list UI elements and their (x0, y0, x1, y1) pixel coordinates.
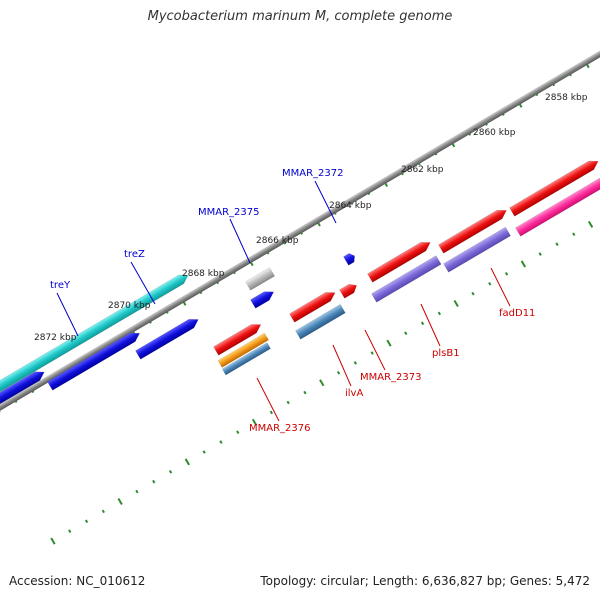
genome-strip (0, 0, 600, 545)
genome-title: Mycobacterium marinum M, complete genome (147, 9, 453, 24)
label-leader-line (364, 329, 386, 371)
gene-feature[interactable] (250, 288, 276, 309)
label-leader-line (314, 180, 337, 224)
gene-feature-MMAR_2375[interactable] (245, 267, 276, 291)
gene-feature-MMAR_2372[interactable] (343, 252, 357, 266)
scale-tick (370, 351, 374, 355)
gene-feature[interactable] (217, 332, 269, 368)
scale-tick (101, 509, 105, 514)
gene-feature[interactable] (509, 157, 600, 217)
gene-feature[interactable] (443, 226, 511, 273)
gene-feature-fadD11[interactable] (515, 176, 600, 237)
scale-label: 2864 kbp (329, 201, 372, 211)
annotation-labels: 2858 kbp 2860 kbp 2862 kbp 2864 kbp 2866 kbp… (34, 93, 588, 434)
scale-tick (202, 450, 206, 454)
topology-text: Topology: circular; Length: 6,636,827 bp… (260, 574, 590, 588)
gene-feature[interactable] (213, 320, 263, 356)
gene-feature-treY[interactable] (0, 271, 191, 397)
scale-label: 2860 kbp (473, 128, 516, 138)
gene-feature[interactable] (367, 238, 432, 283)
label-leader-line (56, 292, 79, 337)
gene-feature-MMAR_2376[interactable] (221, 342, 271, 376)
gene-feature-plsB1[interactable] (371, 255, 442, 303)
gene-feature-treZ[interactable] (47, 329, 142, 391)
scale-tick (50, 537, 56, 545)
gene-label[interactable]: treY (50, 280, 71, 291)
scale-tick (286, 400, 290, 405)
gene-label[interactable]: MMAR_2372 (282, 168, 344, 179)
scale-tick (420, 321, 425, 326)
scale-tick (117, 497, 123, 506)
gene-label[interactable]: MMAR_2375 (198, 207, 260, 218)
scale-tick (219, 440, 223, 444)
scale-tick (404, 331, 408, 336)
label-leader-line (420, 303, 441, 347)
label-leader-line (332, 344, 352, 387)
scale-tick (453, 300, 459, 308)
gene-label[interactable]: ilvA (345, 388, 363, 399)
gene-label[interactable]: plsB1 (432, 348, 460, 359)
gene-features[interactable] (0, 62, 600, 511)
scale-tick (555, 242, 559, 246)
scale-tick (319, 379, 325, 387)
gene-feature[interactable] (0, 368, 47, 409)
scale-tick (353, 361, 357, 365)
scale-tick (184, 458, 190, 466)
label-leader-line (490, 267, 511, 307)
scale-tick (488, 281, 492, 286)
scale-tick (587, 220, 594, 228)
gene-feature[interactable] (135, 315, 200, 360)
label-leader-line (229, 218, 251, 264)
scale-tick (251, 418, 258, 426)
accession-text: Accession: NC_010612 (9, 574, 146, 588)
gene-feature[interactable] (339, 281, 359, 299)
scale-tick (168, 469, 173, 474)
scale-label: 2868 kbp (182, 269, 225, 279)
scale-tick (152, 479, 156, 484)
scale-tick (269, 410, 273, 415)
scale-tick (303, 390, 307, 395)
scale-label: 2870 kbp (108, 301, 151, 311)
gene-label[interactable]: MMAR_2376 (249, 423, 311, 434)
gene-feature-ilvA[interactable] (295, 303, 346, 340)
label-leader-line (256, 377, 280, 422)
scale-label: 2858 kbp (545, 93, 588, 103)
scale-tick (68, 529, 72, 533)
scale-tick (572, 232, 576, 237)
scale-tick (471, 291, 475, 296)
scale-tick (538, 252, 542, 256)
scale-label: 2862 kbp (401, 165, 444, 175)
scale-tick (504, 272, 509, 276)
gene-label[interactable]: fadD11 (499, 308, 535, 319)
scale-ticks-inner (50, 220, 594, 545)
gene-label[interactable]: MMAR_2373 (360, 372, 422, 383)
gene-feature[interactable] (289, 288, 337, 323)
scale-tick (336, 371, 341, 375)
scale-tick (437, 311, 441, 316)
scale-tick (520, 260, 527, 268)
scale-label: 2866 kbp (256, 236, 299, 246)
scale-tick (236, 430, 240, 434)
scale-tick (386, 339, 392, 347)
scale-tick (84, 519, 89, 524)
gene-feature[interactable] (438, 206, 509, 254)
label-leader-line (130, 261, 156, 305)
scale-tick (135, 489, 139, 494)
gene-label[interactable]: treZ (124, 249, 145, 260)
genome-backbone (0, 0, 600, 437)
scale-label: 2872 kbp (34, 333, 77, 343)
